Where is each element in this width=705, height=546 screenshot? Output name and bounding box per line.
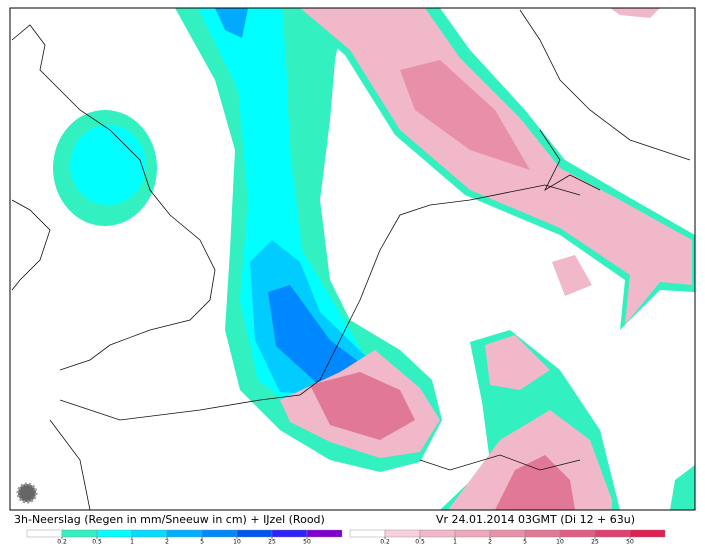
legend-swatch [26,529,63,538]
legend-swatch [489,529,526,538]
legend: 0.2 0.5 1 2 5 10 25 50 0.2 0.5 1 2 5 10 25 50 [26,529,666,546]
caption: 3h-Neerslag (Regen in mm/Sneeuw in cm) +… [14,513,325,526]
legend-label: 50 [303,539,311,546]
legend-label: 1 [130,539,134,546]
legend-swatch [384,529,421,538]
map-frame [9,7,696,511]
legend-swatch [306,529,343,538]
legend-label: 2 [165,539,169,546]
legend-label: 50 [626,539,634,546]
legend-label: 10 [233,539,241,546]
legend-label: 25 [268,539,276,546]
legend-label: 0.5 [92,539,102,546]
legend-swatch [454,529,491,538]
legend-swatch [271,529,308,538]
legend-swatch [594,529,631,538]
legend-label: 5 [200,539,204,546]
legend-swatch [559,529,596,538]
legend-label: 0.5 [415,539,425,546]
legend-label: 5 [523,539,527,546]
legend-swatch [166,529,203,538]
legend-label: 1 [453,539,457,546]
coastlines [11,9,691,510]
legend-label: 25 [591,539,599,546]
legend-label: 0.2 [380,539,390,546]
legend-label: 2 [488,539,492,546]
legend-swatch [61,529,98,538]
legend-swatch [201,529,238,538]
legend-swatch [419,529,456,538]
legend-swatch [96,529,133,538]
precipitation-areas [53,8,695,510]
legend-swatch [524,529,561,538]
legend-swatch [131,529,168,538]
valid-time: Vr 24.01.2014 03GMT (Di 12 + 63u) [436,513,635,526]
legend-label: 10 [556,539,564,546]
sun-icon [16,482,38,504]
legend-swatch [349,529,386,538]
legend-label: 0.2 [57,539,67,546]
legend-swatch [629,529,666,538]
legend-swatch [236,529,273,538]
